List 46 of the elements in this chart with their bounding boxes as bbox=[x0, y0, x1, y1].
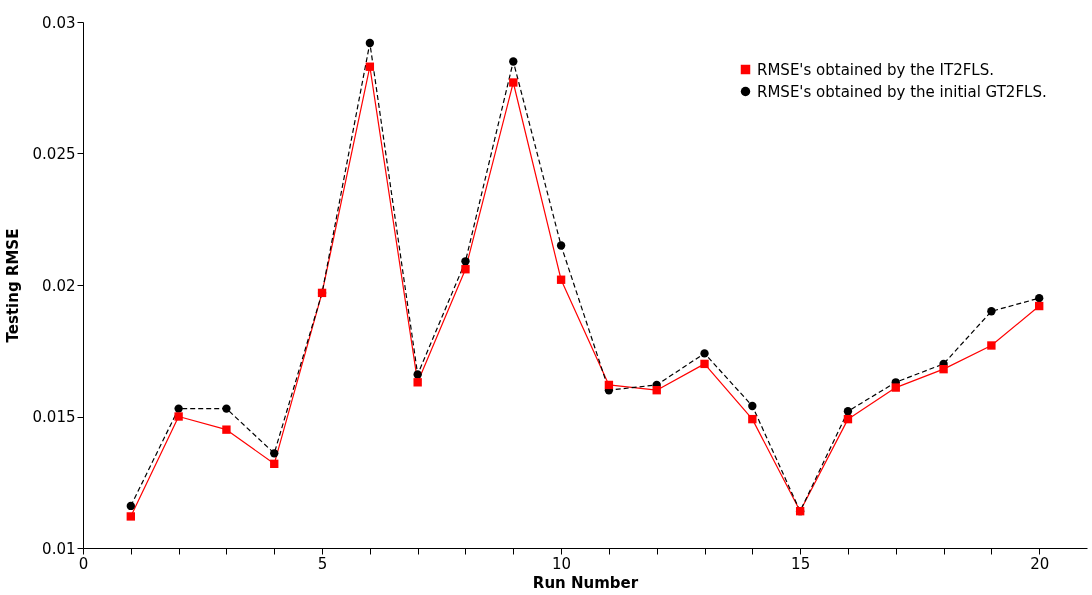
point bbox=[843, 407, 853, 416]
point bbox=[987, 341, 996, 350]
point bbox=[174, 404, 183, 413]
point bbox=[891, 383, 900, 392]
x-tick-label: 20 bbox=[1030, 554, 1050, 573]
y-tick-label: 0.015 bbox=[32, 408, 76, 426]
x-tick-label: 5 bbox=[317, 554, 328, 573]
point bbox=[461, 257, 470, 266]
x-tick-label: 0 bbox=[78, 554, 89, 573]
point bbox=[222, 404, 231, 413]
point bbox=[843, 414, 853, 424]
point bbox=[556, 275, 566, 284]
point bbox=[270, 449, 279, 458]
point bbox=[700, 359, 709, 369]
point bbox=[222, 425, 231, 434]
point bbox=[365, 62, 375, 71]
x-tick-label: 10 bbox=[552, 554, 572, 573]
legend-label: RMSE's obtained by the IT2FLS. bbox=[757, 60, 994, 79]
y-tick-label: 0.02 bbox=[42, 276, 76, 295]
point bbox=[126, 512, 135, 521]
point bbox=[461, 265, 470, 274]
legend-label: RMSE's obtained by the initial GT2FLS. bbox=[757, 82, 1047, 101]
point bbox=[748, 401, 757, 411]
point bbox=[700, 349, 709, 358]
point bbox=[413, 370, 422, 379]
point bbox=[174, 412, 183, 421]
x-axis-title: Run Number bbox=[532, 573, 639, 592]
point bbox=[556, 241, 566, 250]
point bbox=[652, 386, 661, 395]
point bbox=[604, 380, 614, 390]
point bbox=[1035, 293, 1044, 303]
y-tick-label: 0.03 bbox=[42, 13, 76, 32]
point bbox=[509, 57, 518, 66]
point bbox=[987, 307, 996, 316]
y-tick-label: 0.025 bbox=[32, 145, 76, 163]
y-tick-label: 0.01 bbox=[42, 539, 76, 558]
y-axis-title: Testing RMSE bbox=[3, 228, 22, 343]
point bbox=[413, 378, 422, 387]
point bbox=[509, 78, 518, 87]
point bbox=[939, 364, 948, 374]
point bbox=[748, 414, 757, 424]
point bbox=[365, 38, 375, 48]
x-tick-label: 15 bbox=[791, 554, 811, 573]
point bbox=[270, 459, 279, 469]
point bbox=[1035, 301, 1044, 311]
point bbox=[126, 501, 135, 511]
